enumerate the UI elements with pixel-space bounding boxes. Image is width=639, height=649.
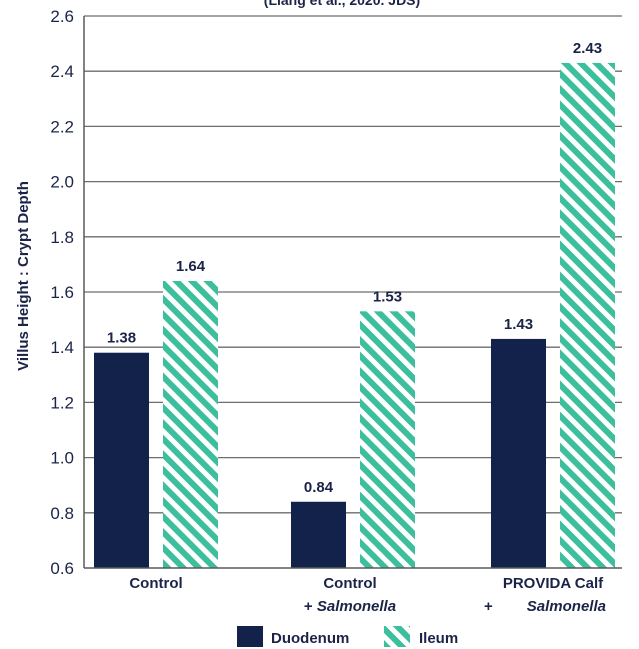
y-tick-label: 2.2 bbox=[50, 117, 74, 136]
x-category-label: PROVIDA Calf bbox=[503, 575, 604, 592]
chart-title: (Liang et al., 2020. JDS) bbox=[264, 0, 420, 8]
data-label: 1.43 bbox=[504, 316, 533, 333]
bar-ileum-2 bbox=[560, 62, 615, 569]
y-tick-label: 1.2 bbox=[50, 393, 74, 412]
y-tick-label: 2.0 bbox=[50, 173, 74, 192]
legend-swatch-ileum bbox=[384, 626, 410, 647]
data-label: 1.53 bbox=[373, 288, 402, 305]
y-tick-label: 0.8 bbox=[50, 504, 74, 523]
bar-ileum-0 bbox=[163, 280, 218, 568]
data-label: 2.43 bbox=[573, 40, 602, 57]
legend-label-ileum: Ileum bbox=[419, 630, 458, 647]
legend-swatch-duodenum bbox=[237, 626, 263, 647]
y-axis-label: Villus Height : Crypt Depth bbox=[15, 181, 32, 371]
y-tick-label: 0.6 bbox=[50, 559, 74, 578]
y-tick-label: 1.6 bbox=[50, 283, 74, 302]
bar-ileum-1 bbox=[360, 311, 415, 568]
x-category-label: Control bbox=[323, 575, 376, 592]
y-tick-label: 1.4 bbox=[50, 338, 74, 357]
x-category-label: Control bbox=[129, 575, 182, 592]
data-label: 1.38 bbox=[107, 330, 136, 347]
data-label: 0.84 bbox=[304, 479, 334, 496]
y-tick-label: 1.8 bbox=[50, 228, 74, 247]
x-category-label: + Salmonella bbox=[484, 598, 606, 615]
bar-duodenum-2 bbox=[491, 338, 546, 568]
bar-duodenum-1 bbox=[291, 501, 346, 568]
legend-label-duodenum: Duodenum bbox=[271, 630, 349, 647]
bar-duodenum-0 bbox=[94, 352, 149, 568]
y-tick-label: 2.6 bbox=[50, 7, 74, 26]
data-label: 1.64 bbox=[176, 258, 206, 275]
y-tick-label: 1.0 bbox=[50, 449, 74, 468]
y-tick-label: 2.4 bbox=[50, 62, 74, 81]
x-category-label: + Salmonella bbox=[304, 598, 396, 615]
